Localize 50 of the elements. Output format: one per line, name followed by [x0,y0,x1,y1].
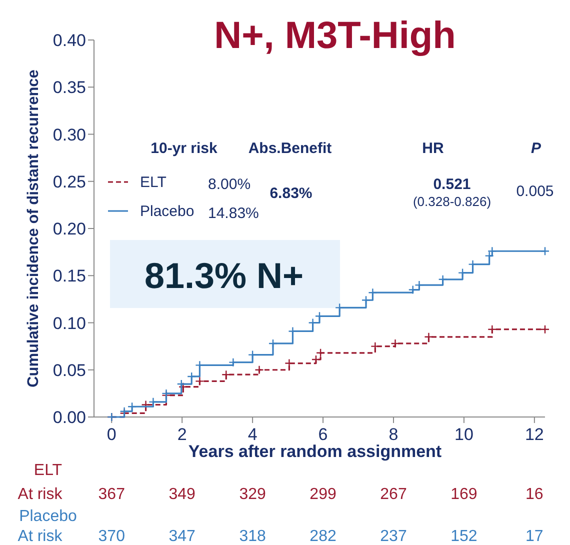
text: 282 [310,528,336,545]
legend-label: ELT [140,174,166,191]
x-tick-label: 8 [388,425,398,444]
x-axis-title: Years after random assignment [188,442,442,461]
text: Placebo [19,508,78,525]
x-tick-label: 4 [248,425,258,444]
x-tick-label: 10 [454,425,474,444]
annotation: P [530,140,542,157]
annotation: 81.3% N+ [144,255,304,296]
text: 370 [98,528,126,545]
legend-label: Placebo [140,203,194,220]
text: 169 [450,486,478,503]
annotation: (0.328-0.826) [412,194,492,209]
annotation: 0.521 [433,176,471,193]
y-tick-label: 0.10 [52,314,86,333]
annotation: 14.83% [208,205,259,222]
x-tick-label: 6 [318,425,328,444]
text: 329 [239,486,266,503]
text: 152 [450,528,478,545]
annotation: 10-yr risk [150,140,218,157]
annotation: HR [422,140,444,157]
annotation: 8.00% [208,176,251,193]
y-axis-title: Cumulative incidence of distant recurrence [25,69,42,388]
text: 349 [168,486,196,503]
text: 367 [98,486,126,503]
y-tick-label: 0.35 [52,78,86,98]
y-tick-label: 0.00 [52,408,86,427]
chart-title: N+, M3T-High [214,15,456,57]
text: 318 [239,528,266,545]
text: At risk [18,528,64,545]
y-tick-label: 0.20 [52,220,86,238]
annotation: 6.83% [270,185,312,202]
text: 17 [526,528,544,545]
y-tick-label: 0.40 [52,31,86,50]
text: At risk [18,486,64,503]
y-tick-label: 0.05 [52,360,86,380]
text: 267 [380,486,407,503]
text: ELT [34,462,62,479]
annotation: 0.005 [516,183,554,200]
x-tick-label: 2 [177,425,187,444]
text: 347 [168,528,196,545]
text: 16 [526,486,544,503]
y-tick-label: 0.30 [52,125,86,144]
y-tick-label: 0.25 [52,172,86,192]
x-tick-label: 12 [524,425,544,444]
text: 299 [310,486,336,503]
y-tick-label: 0.15 [52,266,86,286]
x-tick-label: 0 [106,425,116,444]
annotation: Abs.Benefit [248,140,332,157]
text: 237 [380,528,407,545]
